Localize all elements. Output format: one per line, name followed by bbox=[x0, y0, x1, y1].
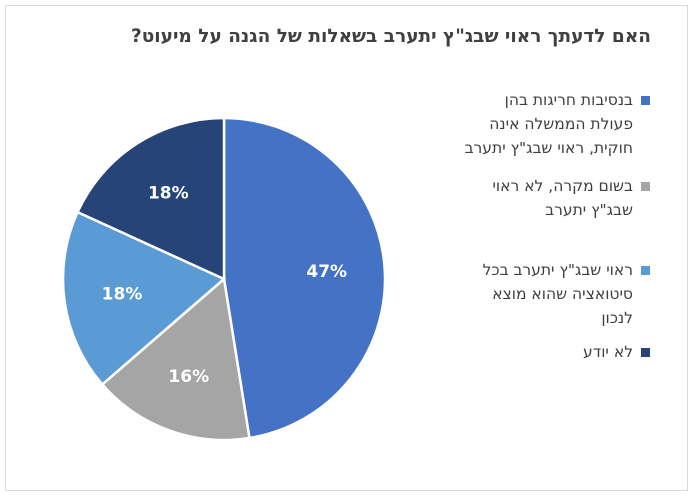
pie-slice-never bbox=[100, 276, 251, 442]
legend-item-always: ראוי שבג"ץ יתערב בכל סיטואציה שהוא מוצא … bbox=[463, 258, 650, 330]
legend-label-dont-know: לא יודע bbox=[583, 343, 633, 361]
legend-swatch-dont-know bbox=[641, 348, 650, 357]
legend-label-never: בשום מקרה, לא ראוי שבג"ץ יתערב bbox=[492, 177, 633, 219]
legend-swatch-never bbox=[641, 182, 650, 191]
chart-title: האם לדעתך ראוי שבג"ץ יתערב בשאלות של הגנ… bbox=[131, 26, 651, 47]
data-label-dont-know: 18% bbox=[148, 183, 189, 203]
legend-swatch-always bbox=[641, 266, 650, 275]
pie-slice-always bbox=[61, 210, 227, 387]
data-label-exceptional: 47% bbox=[306, 262, 347, 282]
legend-item-never: בשום מקרה, לא ראוי שבג"ץ יתערב bbox=[463, 174, 650, 222]
data-label-never: 16% bbox=[168, 367, 209, 387]
pie-slice-dont-know bbox=[75, 116, 226, 281]
legend-item-dont-know: לא יודע bbox=[463, 340, 650, 364]
pie-slice-exceptional bbox=[222, 116, 387, 440]
legend-label-exceptional: בנסיבות חריגות בהן פעולת הממשלה אינה חוק… bbox=[464, 91, 633, 157]
legend-item-exceptional: בנסיבות חריגות בהן פעולת הממשלה אינה חוק… bbox=[463, 88, 650, 160]
legend-label-always: ראוי שבג"ץ יתערב בכל סיטואציה שהוא מוצא … bbox=[482, 261, 633, 327]
legend-swatch-exceptional bbox=[641, 96, 650, 105]
data-label-always: 18% bbox=[102, 285, 143, 305]
chart-frame bbox=[5, 5, 688, 491]
